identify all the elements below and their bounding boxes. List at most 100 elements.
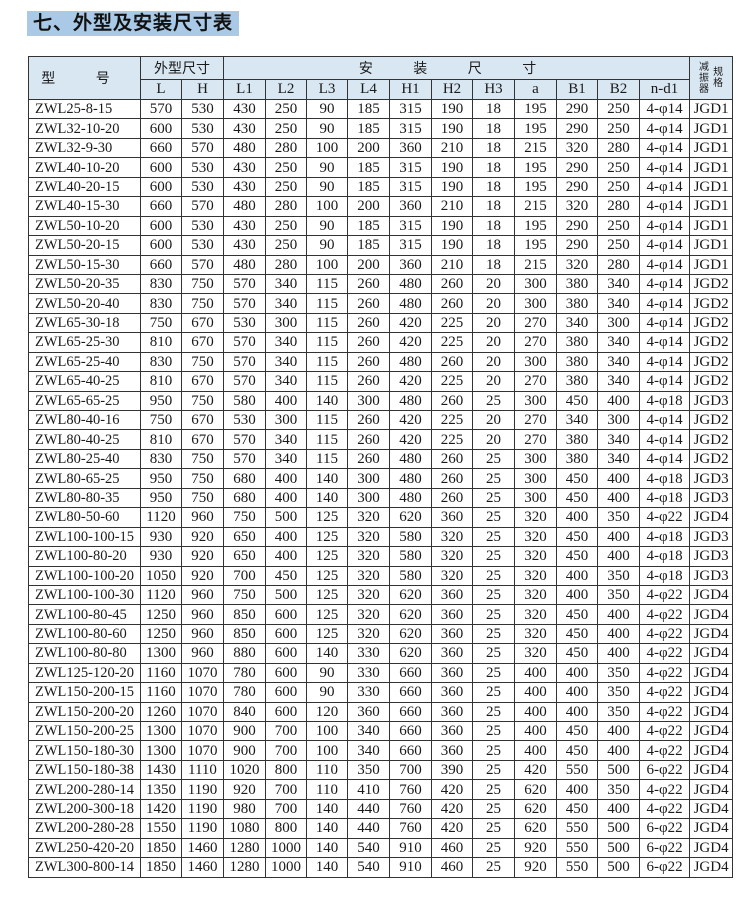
cell-value: 1420	[140, 798, 182, 820]
cell-model: ZWL50-15-30	[28, 254, 141, 275]
cell-value: 920	[181, 565, 224, 586]
cell-value: 340	[597, 293, 640, 314]
cell-model: ZWL100-100-20	[28, 565, 141, 586]
cell-value: 750	[223, 507, 266, 528]
cell-value: 340	[556, 312, 598, 334]
cell-value: 480	[389, 390, 432, 412]
cell-value: 400	[597, 390, 640, 412]
cell-value: 200	[347, 196, 390, 217]
cell-value: 430	[223, 98, 266, 120]
cell-value: 260	[431, 448, 473, 470]
cell-value: 540	[347, 857, 390, 878]
cell-value: JGD1	[689, 196, 734, 217]
cell-value: 260	[431, 293, 473, 314]
cell-value: 4-φ22	[638, 604, 691, 625]
cell-value: 300	[265, 409, 307, 431]
cell-value: 290	[556, 118, 598, 139]
cell-value: 260	[347, 293, 390, 314]
cell-value: 1110	[181, 759, 224, 781]
cell-value: 620	[389, 604, 432, 625]
cell-value: 185	[347, 98, 390, 120]
cell-value: 300	[514, 390, 557, 412]
cell-value: 260	[347, 429, 390, 450]
cell-value: 4-φ18	[638, 487, 691, 509]
cell-value: 260	[347, 312, 390, 334]
cell-value: 1250	[140, 623, 182, 645]
cell-value: 480	[223, 196, 266, 217]
cell-value: 750	[140, 312, 182, 334]
cell-model: ZWL80-40-25	[28, 429, 141, 450]
table-row: ZWL50-10-20 600 530 430 250 90 185 315 190 18 195 2…	[28, 215, 734, 237]
cell-value: 670	[181, 409, 224, 431]
cell-value: 320	[431, 565, 473, 586]
cell-value: 320	[347, 565, 390, 586]
cell-value: 420	[431, 779, 473, 800]
cell-value: 450	[556, 798, 598, 820]
cell-value: 195	[514, 215, 557, 237]
cell-value: 260	[347, 371, 390, 392]
cell-value: 260	[431, 351, 473, 373]
cell-value: 530	[181, 118, 224, 139]
cell-value: 960	[181, 507, 224, 528]
cell-model: ZWL100-80-80	[28, 643, 141, 664]
cell-value: 400	[597, 546, 640, 567]
cell-value: 1000	[265, 837, 307, 859]
cell-value: 320	[514, 643, 557, 664]
cell-model: ZWL40-15-30	[28, 196, 141, 217]
cell-value: 700	[265, 720, 307, 742]
table-row: ZWL150-200-20 1260 1070 840 600 120 360 660 360 2…	[28, 701, 734, 723]
cell-value: 300	[514, 487, 557, 509]
table-row: ZWL100-80-45 1250 960 850 600 125 320 620 360 25 3…	[28, 604, 734, 625]
cell-model: ZWL200-280-28	[28, 818, 141, 839]
cell-value: 315	[389, 176, 432, 198]
cell-value: JGD4	[689, 740, 734, 761]
cell-value: 4-φ14	[638, 351, 691, 373]
header-col-b2: B2	[597, 79, 640, 100]
cell-value: 1460	[181, 857, 224, 878]
cell-value: 4-φ14	[638, 312, 691, 334]
cell-value: 4-φ14	[638, 215, 691, 237]
cell-value: 315	[389, 157, 432, 178]
cell-value: 850	[223, 604, 266, 625]
cell-value: 25	[472, 837, 515, 859]
cell-value: JGD4	[689, 682, 734, 703]
table-row: ZWL100-100-20 1050 920 700 450 125 320 580 320 25…	[28, 565, 734, 586]
cell-value: 25	[472, 468, 515, 489]
cell-value: 320	[514, 546, 557, 567]
cell-value: 1070	[181, 662, 224, 684]
cell-value: 330	[347, 662, 390, 684]
cell-value: 660	[140, 196, 182, 217]
cell-value: JGD1	[689, 215, 734, 237]
cell-model: ZWL100-80-20	[28, 546, 141, 567]
cell-value: JGD1	[689, 254, 734, 275]
table-row: ZWL200-280-14 1350 1190 920 700 110 410 760 420 2…	[28, 779, 734, 800]
cell-value: 280	[597, 137, 640, 159]
cell-value: 290	[556, 157, 598, 178]
cell-value: 360	[431, 701, 473, 723]
cell-value: 960	[181, 584, 224, 606]
cell-value: 25	[472, 759, 515, 781]
cell-value: 300	[514, 448, 557, 470]
cell-value: 1070	[181, 682, 224, 703]
cell-value: 300	[514, 468, 557, 489]
cell-value: 340	[597, 332, 640, 353]
cell-value: 910	[389, 837, 432, 859]
cell-value: 1160	[140, 682, 182, 703]
cell-value: 530	[223, 409, 266, 431]
cell-value: 190	[431, 98, 473, 120]
cell-value: JGD3	[689, 526, 734, 548]
cell-value: 460	[431, 857, 473, 878]
cell-value: 750	[181, 448, 224, 470]
cell-value: 290	[556, 235, 598, 256]
cell-value: 260	[431, 390, 473, 412]
cell-value: JGD4	[689, 818, 734, 839]
cell-value: 6-φ22	[638, 818, 691, 839]
cell-value: 110	[306, 759, 348, 781]
cell-value: 185	[347, 176, 390, 198]
cell-value: 430	[223, 157, 266, 178]
cell-value: 570	[181, 137, 224, 159]
cell-value: 320	[431, 526, 473, 548]
cell-value: 580	[389, 546, 432, 567]
cell-value: 600	[265, 701, 307, 723]
cell-value: 620	[389, 507, 432, 528]
